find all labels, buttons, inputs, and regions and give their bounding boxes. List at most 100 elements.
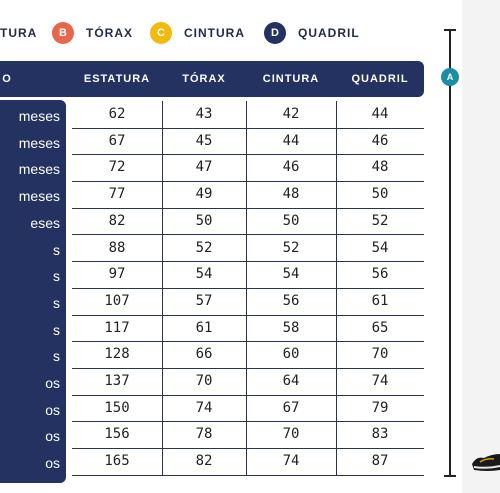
table-cell: 74 bbox=[371, 373, 389, 389]
column-divider bbox=[246, 101, 247, 476]
measurement-legend: TURA B TÓRAX C CINTURA D QUADRIL bbox=[0, 20, 440, 46]
table-cell: 82 bbox=[108, 212, 126, 229]
table-cell: 54 bbox=[195, 266, 213, 283]
table-cell: 70 bbox=[195, 373, 213, 389]
age-label: meses bbox=[18, 134, 60, 151]
age-label: s bbox=[53, 348, 60, 365]
age-label: os bbox=[45, 375, 60, 391]
legend-badge-b: B bbox=[52, 22, 74, 44]
age-label: os bbox=[45, 455, 60, 472]
legend-label: QUADRIL bbox=[298, 26, 360, 40]
table-cell: 48 bbox=[282, 186, 300, 203]
height-ruler bbox=[449, 30, 451, 476]
table-cell: 44 bbox=[371, 106, 389, 122]
table-cell: 50 bbox=[282, 212, 300, 229]
age-label: os bbox=[45, 401, 60, 418]
table-cell: 56 bbox=[371, 266, 389, 283]
table-cell: 83 bbox=[371, 426, 389, 443]
table-header: O ESTATURA TÓRAX CINTURA QUADRIL bbox=[0, 61, 424, 97]
table-cell: 61 bbox=[195, 319, 213, 336]
table-cell: 88 bbox=[108, 239, 126, 256]
table-cell: 56 bbox=[282, 292, 300, 309]
table-row: 82 50 50 52 bbox=[72, 208, 424, 236]
table-row: 72 47 46 48 bbox=[72, 154, 424, 183]
legend-label: TÓRAX bbox=[86, 26, 133, 40]
table-cell: 50 bbox=[195, 212, 213, 229]
table-cell: 48 bbox=[371, 159, 389, 176]
table-cell: 128 bbox=[104, 346, 130, 363]
table-cell: 44 bbox=[282, 132, 300, 149]
age-label: s bbox=[53, 294, 60, 311]
header-cintura: CINTURA bbox=[262, 73, 320, 85]
table-cell: 54 bbox=[371, 239, 389, 256]
header-quadril: QUADRIL bbox=[351, 73, 409, 85]
table-cell: 46 bbox=[371, 132, 389, 149]
legend-label: CINTURA bbox=[184, 26, 245, 40]
table-cell: 66 bbox=[195, 346, 213, 363]
table-row: 107 57 56 61 bbox=[72, 288, 424, 316]
table-cell: 117 bbox=[104, 319, 130, 336]
table-row: 156 78 70 83 bbox=[72, 421, 424, 450]
legend-badge-d: D bbox=[264, 22, 286, 44]
table-cell: 49 bbox=[195, 186, 213, 203]
table-cell: 62 bbox=[108, 106, 126, 122]
age-label: meses bbox=[18, 188, 60, 205]
table-row: 117 61 58 65 bbox=[72, 315, 424, 343]
table-row: 128 66 60 70 bbox=[72, 341, 424, 369]
table-row: 67 45 44 46 bbox=[72, 128, 424, 156]
table-cell: 46 bbox=[282, 159, 300, 176]
table-row: 77 49 48 50 bbox=[72, 181, 424, 209]
table-cell: 64 bbox=[282, 373, 300, 389]
header-estatura: ESTATURA bbox=[83, 73, 151, 85]
age-label: s bbox=[53, 321, 60, 338]
age-label: eses bbox=[30, 214, 60, 231]
table-cell: 57 bbox=[195, 292, 213, 309]
table-cell: 107 bbox=[104, 292, 130, 309]
table-row: 62 43 42 44 bbox=[72, 101, 424, 129]
table-row: 137 70 64 74 bbox=[72, 368, 424, 396]
table-cell: 50 bbox=[371, 186, 389, 203]
table-cell: 67 bbox=[282, 399, 300, 416]
age-label: s bbox=[53, 241, 60, 258]
ruler-badge-a: A bbox=[441, 68, 459, 86]
table-cell: 97 bbox=[108, 266, 126, 283]
table-cell: 58 bbox=[282, 319, 300, 336]
table-cell: 47 bbox=[195, 159, 213, 176]
legend-badge-c: C bbox=[150, 22, 172, 44]
table-cell: 77 bbox=[108, 186, 126, 203]
table-cell: 52 bbox=[371, 212, 389, 229]
age-label: meses bbox=[18, 161, 60, 178]
table-cell: 52 bbox=[195, 239, 213, 256]
legend-item-torax: B TÓRAX bbox=[52, 20, 133, 46]
age-label: os bbox=[45, 428, 60, 445]
table-cell: 65 bbox=[371, 319, 389, 336]
table-cell: 70 bbox=[282, 426, 300, 443]
shoe-icon bbox=[472, 454, 500, 471]
table-cell: 67 bbox=[108, 132, 126, 149]
table-row: 165 82 74 87 bbox=[72, 448, 424, 476]
side-image-strip bbox=[462, 0, 500, 493]
table-cell: 45 bbox=[195, 132, 213, 149]
table-cell: 79 bbox=[371, 399, 389, 416]
table-row: 150 74 67 79 bbox=[72, 395, 424, 423]
table-row: 97 54 54 56 bbox=[72, 261, 424, 289]
age-column: meses meses meses meses eses s s s s s os os os os bbox=[0, 100, 66, 483]
table-cell: 82 bbox=[195, 453, 213, 470]
column-divider bbox=[336, 101, 337, 476]
table-cell: 61 bbox=[371, 292, 389, 309]
ruler-top-cap bbox=[444, 29, 456, 31]
column-divider bbox=[162, 101, 163, 476]
legend-label: TURA bbox=[0, 26, 38, 40]
table-cell: 150 bbox=[104, 399, 130, 416]
header-age: O bbox=[2, 73, 12, 85]
table-cell: 72 bbox=[108, 159, 126, 176]
table-cell: 74 bbox=[282, 453, 300, 470]
table-cell: 74 bbox=[195, 399, 213, 416]
age-label: s bbox=[53, 268, 60, 285]
table-cell: 60 bbox=[282, 346, 300, 363]
table-cell: 137 bbox=[104, 373, 130, 389]
legend-item-quadril: D QUADRIL bbox=[264, 20, 360, 46]
table-cell: 165 bbox=[104, 453, 130, 470]
table-cell: 156 bbox=[104, 426, 130, 443]
header-torax: TÓRAX bbox=[182, 73, 226, 85]
